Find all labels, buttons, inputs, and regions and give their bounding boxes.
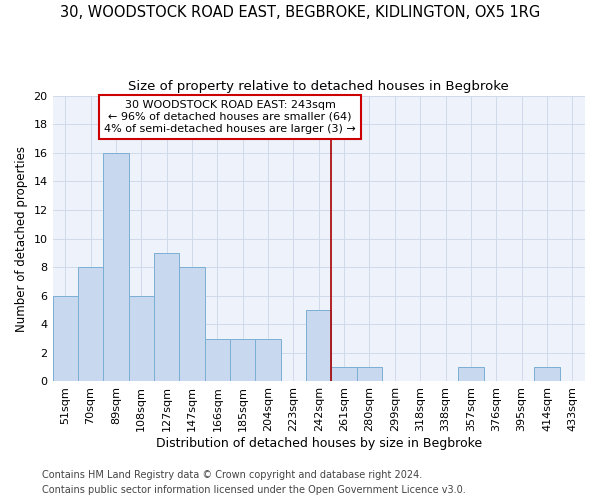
Bar xyxy=(179,267,205,382)
Bar xyxy=(256,338,281,382)
Bar xyxy=(53,296,78,382)
Bar xyxy=(458,367,484,382)
Text: Contains HM Land Registry data © Crown copyright and database right 2024.: Contains HM Land Registry data © Crown c… xyxy=(42,470,422,480)
Bar xyxy=(357,367,382,382)
Bar xyxy=(534,367,560,382)
Bar xyxy=(103,152,128,382)
Title: Size of property relative to detached houses in Begbroke: Size of property relative to detached ho… xyxy=(128,80,509,93)
Bar xyxy=(306,310,331,382)
Text: 30, WOODSTOCK ROAD EAST, BEGBROKE, KIDLINGTON, OX5 1RG: 30, WOODSTOCK ROAD EAST, BEGBROKE, KIDLI… xyxy=(60,5,540,20)
Bar xyxy=(230,338,256,382)
Bar xyxy=(331,367,357,382)
Bar xyxy=(205,338,230,382)
Bar xyxy=(128,296,154,382)
Text: 30 WOODSTOCK ROAD EAST: 243sqm
← 96% of detached houses are smaller (64)
4% of s: 30 WOODSTOCK ROAD EAST: 243sqm ← 96% of … xyxy=(104,100,356,134)
Bar xyxy=(78,267,103,382)
X-axis label: Distribution of detached houses by size in Begbroke: Distribution of detached houses by size … xyxy=(156,437,482,450)
Text: Contains public sector information licensed under the Open Government Licence v3: Contains public sector information licen… xyxy=(42,485,466,495)
Y-axis label: Number of detached properties: Number of detached properties xyxy=(15,146,28,332)
Bar xyxy=(154,253,179,382)
